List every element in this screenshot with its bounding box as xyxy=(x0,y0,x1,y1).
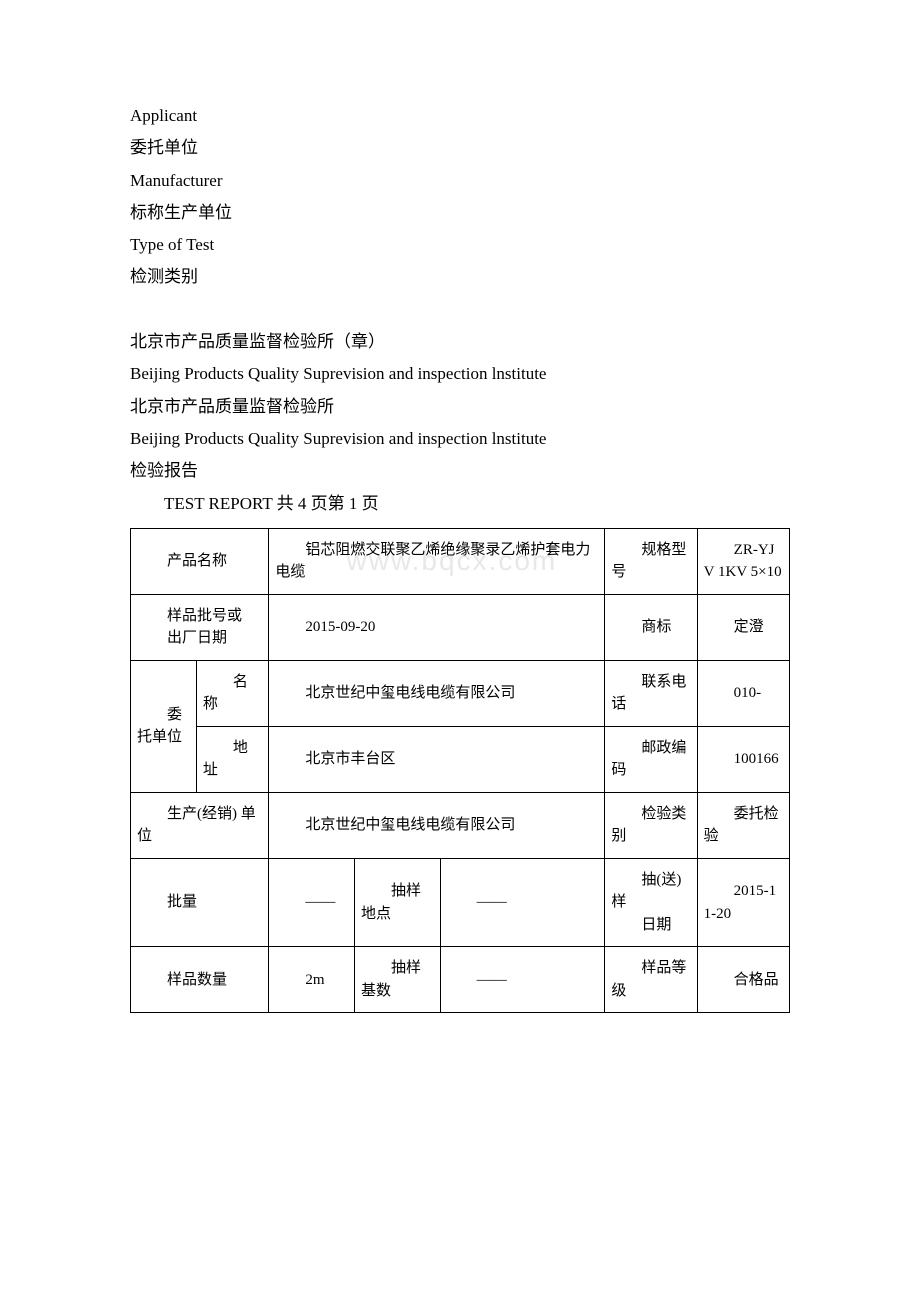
batch-date-value: 2015-09-20 xyxy=(269,594,605,660)
spec-label: 规格型号 xyxy=(605,528,697,594)
table-row: 地址 北京市丰台区 邮政编码 100166 xyxy=(131,726,790,792)
batch-qty-label: 批量 xyxy=(131,858,269,947)
table-row: 样品数量 2m 抽样基数 —— 样品等级 合格品 xyxy=(131,947,790,1013)
sample-date-label: 抽(送)样 日期 xyxy=(605,858,697,947)
applicant-unit-label: 委托单位 xyxy=(131,660,197,792)
sample-base-value: —— xyxy=(440,947,605,1013)
institute-zh-2: 北京市产品质量监督检验所 xyxy=(130,391,790,423)
phone-label: 联系电话 xyxy=(605,660,697,726)
grade-value: 合格品 xyxy=(697,947,789,1013)
batch-date-label: 样品批号或 出厂日期 xyxy=(131,594,269,660)
applicant-zh: 委托单位 xyxy=(130,132,790,164)
brand-label: 商标 xyxy=(605,594,697,660)
product-name-label: 产品名称 xyxy=(131,528,269,594)
test-type-label: 检验类别 xyxy=(605,792,697,858)
institute-en-1: Beijing Products Quality Suprevision and… xyxy=(130,358,790,390)
sample-qty-label: 样品数量 xyxy=(131,947,269,1013)
producer-label: 生产(经销) 单位 xyxy=(131,792,269,858)
table-row: 产品名称 www.bqcx.com 铝芯阻燃交联聚乙烯绝缘聚录乙烯护套电力电缆 … xyxy=(131,528,790,594)
table-row: 委托单位 名称 北京世纪中玺电线电缆有限公司 联系电话 010- xyxy=(131,660,790,726)
table-row: 样品批号或 出厂日期 2015-09-20 商标 定澄 xyxy=(131,594,790,660)
type-en: Type of Test xyxy=(130,229,790,261)
address-label: 地址 xyxy=(196,726,268,792)
address-value: 北京市丰台区 xyxy=(269,726,605,792)
applicant-en: Applicant xyxy=(130,100,790,132)
manufacturer-en: Manufacturer xyxy=(130,165,790,197)
sample-qty-value: 2m xyxy=(269,947,355,1013)
name-label: 名称 xyxy=(196,660,268,726)
grade-label: 样品等级 xyxy=(605,947,697,1013)
sample-loc-value: —— xyxy=(440,858,605,947)
test-type-value: 委托检验 xyxy=(697,792,789,858)
postal-label: 邮政编码 xyxy=(605,726,697,792)
table-row: 生产(经销) 单位 北京世纪中玺电线电缆有限公司 检验类别 委托检验 xyxy=(131,792,790,858)
report-zh: 检验报告 xyxy=(130,455,790,487)
batch-qty-value: —— xyxy=(269,858,355,947)
table-row: 批量 —— 抽样地点 —— 抽(送)样 日期 2015-11-20 xyxy=(131,858,790,947)
report-en: TEST REPORT 共 4 页第 1 页 xyxy=(130,488,790,520)
postal-value: 100166 xyxy=(697,726,789,792)
institute-en-2: Beijing Products Quality Suprevision and… xyxy=(130,423,790,455)
brand-value: 定澄 xyxy=(697,594,789,660)
header-block: Applicant 委托单位 Manufacturer 标称生产单位 Type … xyxy=(130,100,790,520)
sample-base-label: 抽样基数 xyxy=(355,947,441,1013)
institute-zh-1: 北京市产品质量监督检验所（章） xyxy=(130,326,790,358)
type-zh: 检测类别 xyxy=(130,261,790,293)
spec-value: ZR-YJV 1KV 5×10 xyxy=(697,528,789,594)
sample-loc-label: 抽样地点 xyxy=(355,858,441,947)
manufacturer-zh: 标称生产单位 xyxy=(130,197,790,229)
report-table: 产品名称 www.bqcx.com 铝芯阻燃交联聚乙烯绝缘聚录乙烯护套电力电缆 … xyxy=(130,528,790,1014)
product-name-value: www.bqcx.com 铝芯阻燃交联聚乙烯绝缘聚录乙烯护套电力电缆 xyxy=(269,528,605,594)
phone-value: 010- xyxy=(697,660,789,726)
producer-value: 北京世纪中玺电线电缆有限公司 xyxy=(269,792,605,858)
name-value: 北京世纪中玺电线电缆有限公司 xyxy=(269,660,605,726)
sample-date-value: 2015-11-20 xyxy=(697,858,789,947)
